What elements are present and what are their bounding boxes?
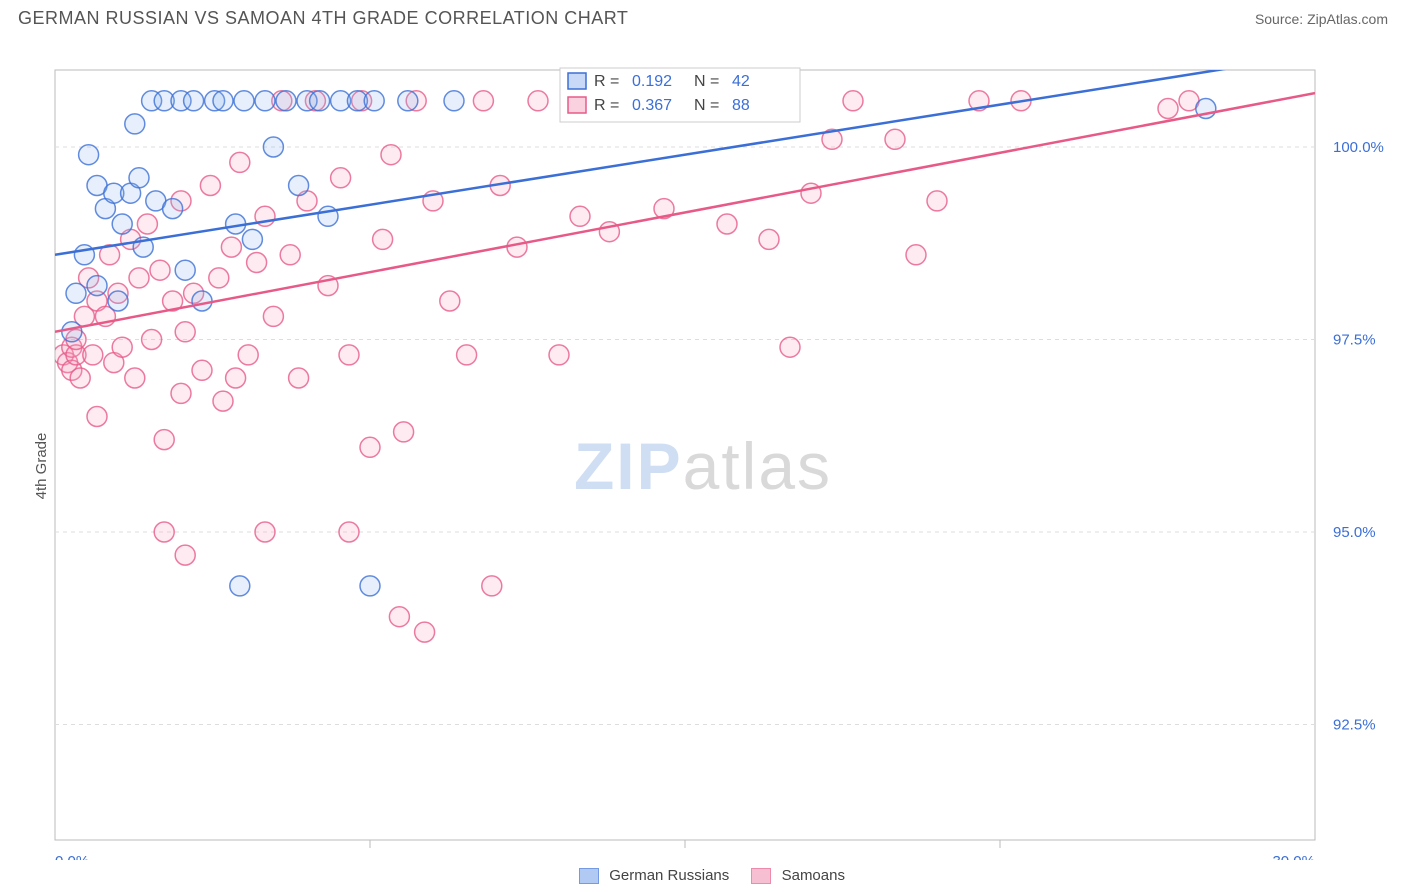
svg-text:42: 42 xyxy=(732,73,750,90)
svg-text:97.5%: 97.5% xyxy=(1333,332,1376,349)
svg-text:0.0%: 0.0% xyxy=(55,853,89,860)
svg-text:R =: R = xyxy=(594,97,619,114)
scatter-chart: 92.5% 95.0% 97.5% 100.0% 0.0% 30.0% R = 0.192 N … xyxy=(0,40,1406,860)
chart-container: 4th Grade 92.5% 95.0% 97.5% 100.0% 0.0% 30.0%… xyxy=(0,40,1406,892)
svg-text:100.0%: 100.0% xyxy=(1333,139,1384,156)
svg-text:0.192: 0.192 xyxy=(632,73,672,90)
bottom-legend: German Russians Samoans xyxy=(0,867,1406,884)
svg-text:88: 88 xyxy=(732,97,750,114)
svg-text:0.367: 0.367 xyxy=(632,97,672,114)
legend-swatch-1 xyxy=(579,868,599,884)
svg-text:95.0%: 95.0% xyxy=(1333,524,1376,541)
svg-text:92.5%: 92.5% xyxy=(1333,717,1376,734)
chart-title: GERMAN RUSSIAN VS SAMOAN 4TH GRADE CORRE… xyxy=(18,8,628,29)
source-label: Source: ZipAtlas.com xyxy=(1255,11,1388,27)
svg-text:30.0%: 30.0% xyxy=(1272,853,1315,860)
legend-swatch-2 xyxy=(751,868,771,884)
legend-label-2: Samoans xyxy=(782,867,845,884)
legend-label-1: German Russians xyxy=(609,867,729,884)
y-axis-label: 4th Grade xyxy=(33,433,50,500)
svg-text:N =: N = xyxy=(694,73,719,90)
svg-text:N =: N = xyxy=(694,97,719,114)
svg-text:R =: R = xyxy=(594,73,619,90)
